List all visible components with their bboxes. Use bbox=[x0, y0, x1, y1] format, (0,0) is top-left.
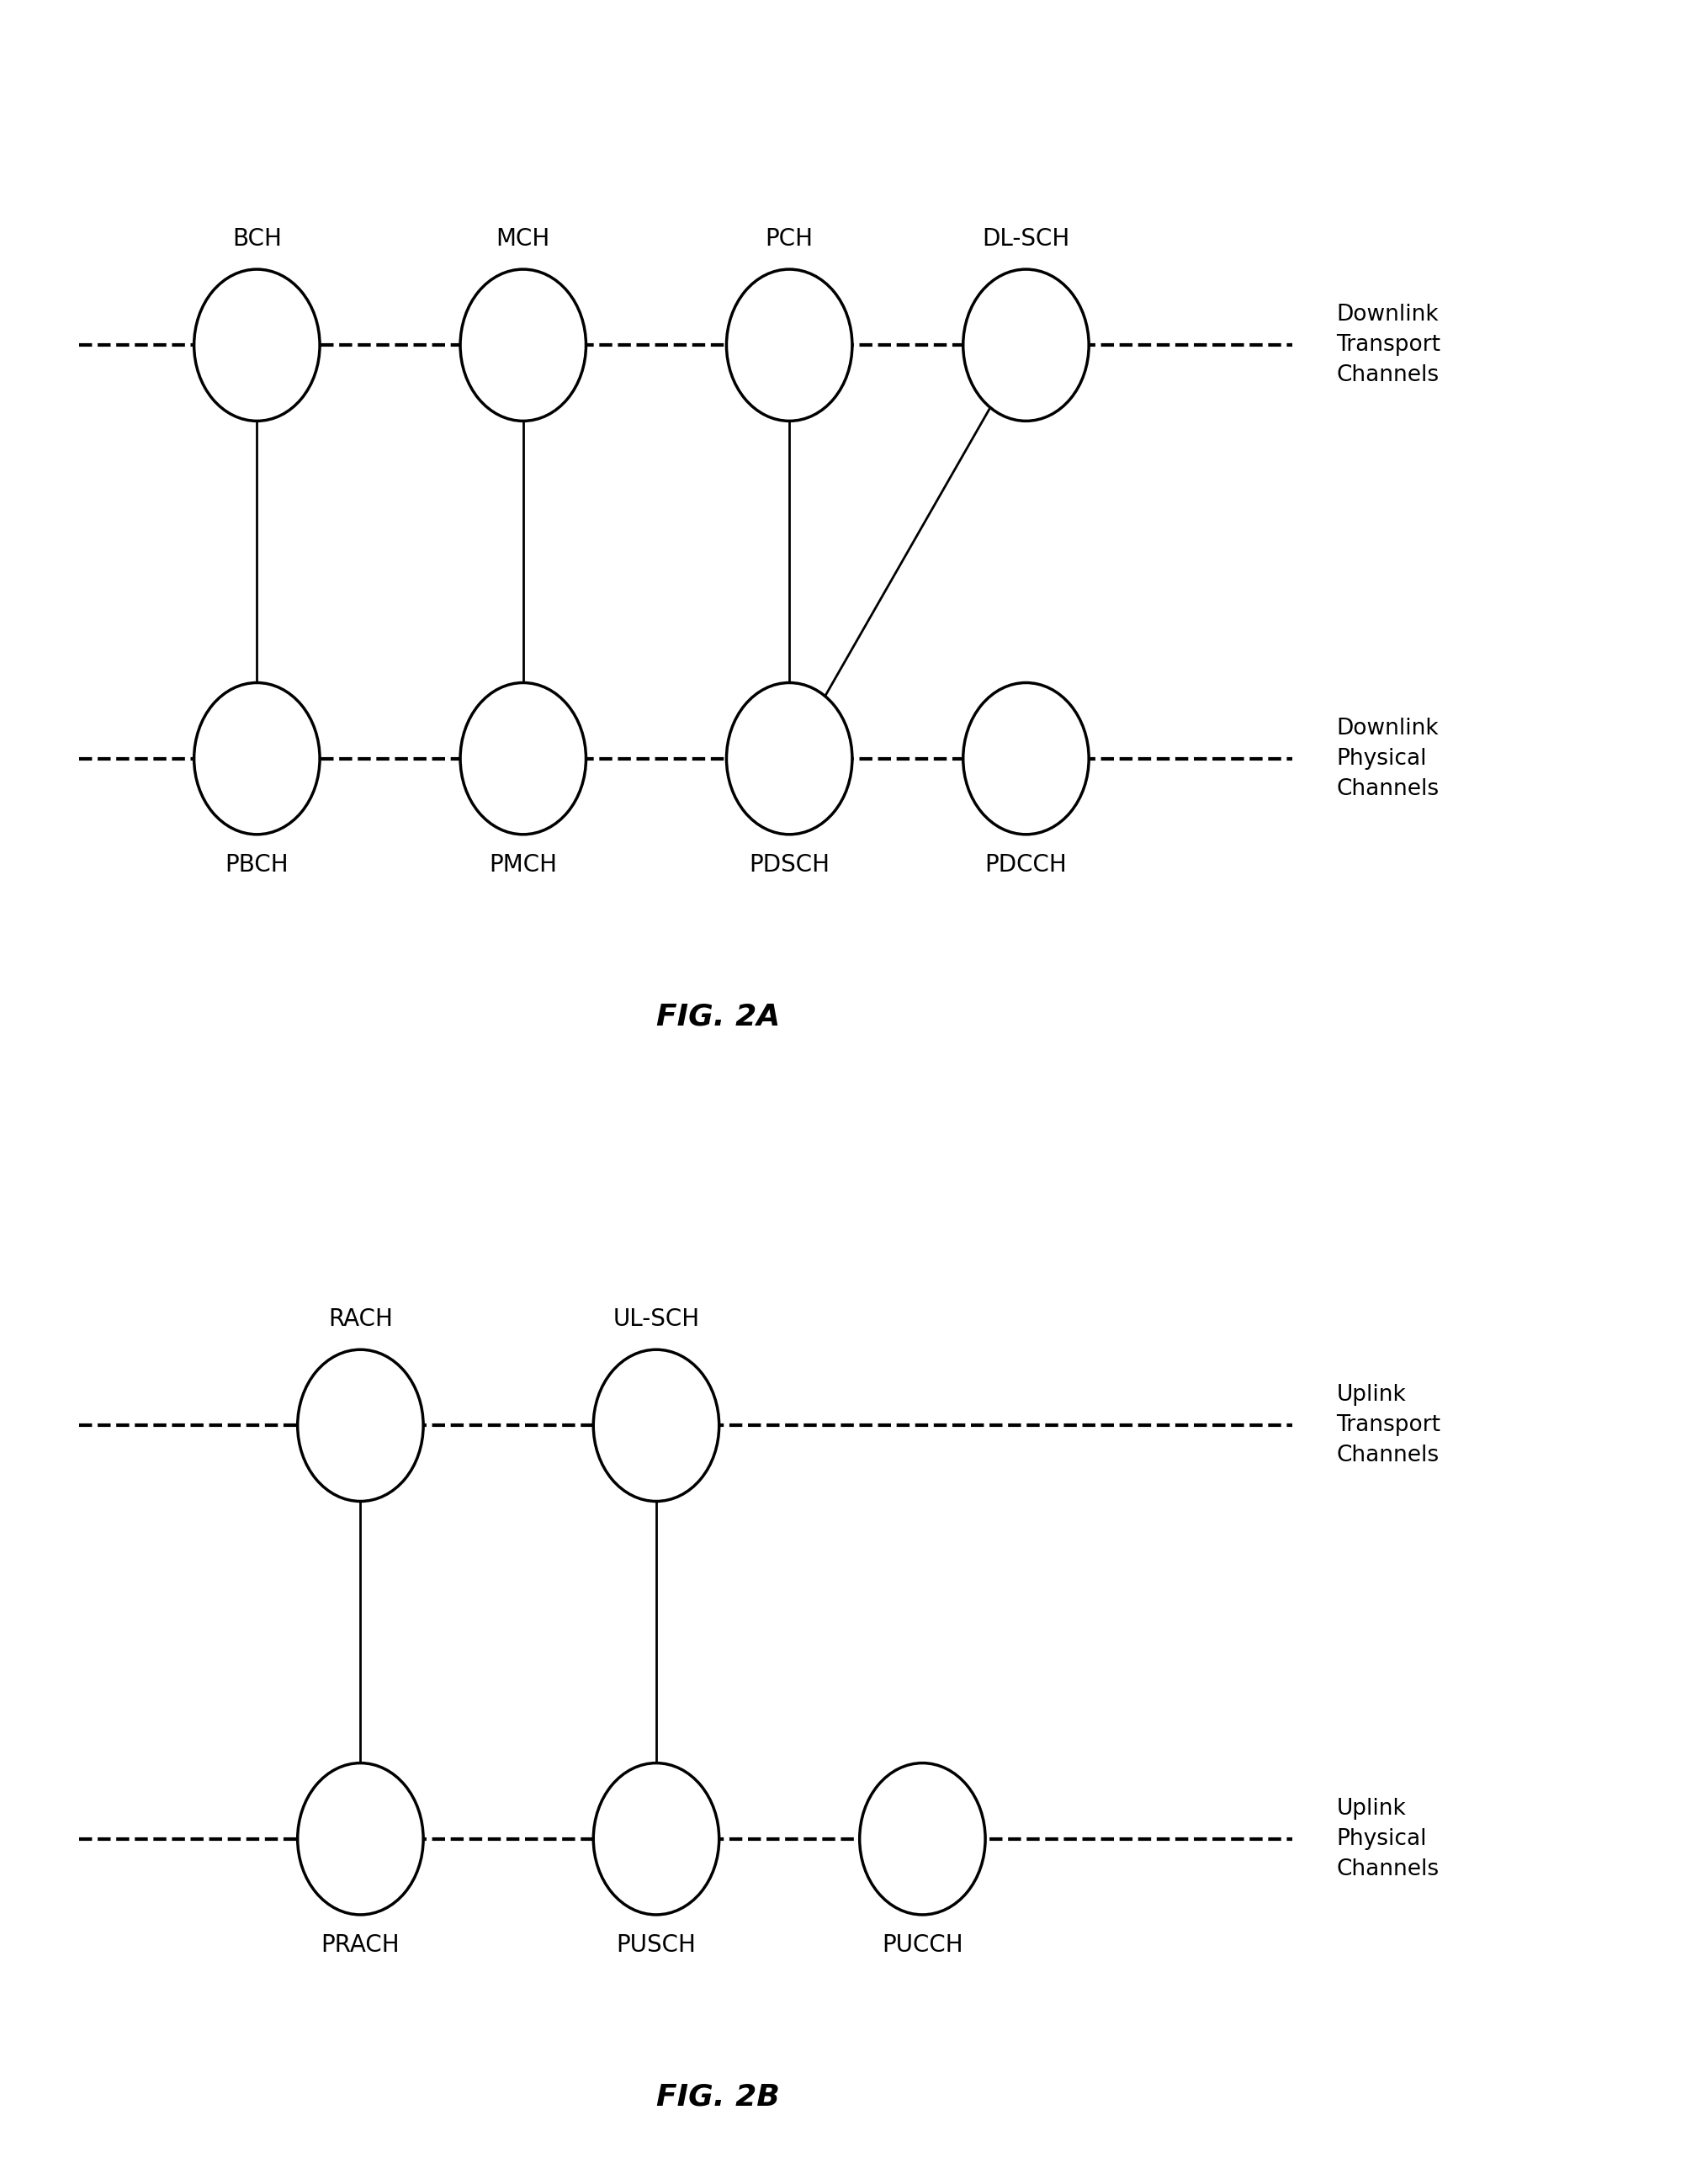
Text: DL-SCH: DL-SCH bbox=[983, 227, 1069, 251]
Text: PBCH: PBCH bbox=[226, 854, 288, 876]
Text: PUSCH: PUSCH bbox=[616, 1933, 696, 1957]
Text: UL-SCH: UL-SCH bbox=[613, 1308, 699, 1330]
Ellipse shape bbox=[726, 684, 852, 834]
Text: Downlink
Physical
Channels: Downlink Physical Channels bbox=[1337, 716, 1439, 799]
Ellipse shape bbox=[297, 1350, 423, 1500]
Text: PDCCH: PDCCH bbox=[984, 854, 1067, 876]
Text: PCH: PCH bbox=[765, 227, 813, 251]
Text: FIG. 2A: FIG. 2A bbox=[657, 1002, 781, 1031]
Text: PMCH: PMCH bbox=[489, 854, 557, 876]
Ellipse shape bbox=[193, 684, 319, 834]
Text: Uplink
Physical
Channels: Uplink Physical Channels bbox=[1337, 1797, 1439, 1880]
Text: MCH: MCH bbox=[496, 227, 550, 251]
Ellipse shape bbox=[460, 684, 585, 834]
Ellipse shape bbox=[964, 269, 1089, 422]
Text: PUCCH: PUCCH bbox=[882, 1933, 964, 1957]
Ellipse shape bbox=[860, 1762, 986, 1915]
Ellipse shape bbox=[594, 1350, 720, 1500]
Ellipse shape bbox=[193, 269, 319, 422]
Text: PRACH: PRACH bbox=[321, 1933, 400, 1957]
Ellipse shape bbox=[726, 269, 852, 422]
Text: RACH: RACH bbox=[328, 1308, 392, 1330]
Text: Downlink
Transport
Channels: Downlink Transport Channels bbox=[1337, 304, 1441, 387]
Ellipse shape bbox=[964, 684, 1089, 834]
Text: FIG. 2B: FIG. 2B bbox=[657, 2084, 781, 2112]
Ellipse shape bbox=[594, 1762, 720, 1915]
Ellipse shape bbox=[297, 1762, 423, 1915]
Text: Uplink
Transport
Channels: Uplink Transport Channels bbox=[1337, 1385, 1441, 1468]
Ellipse shape bbox=[460, 269, 585, 422]
Text: PDSCH: PDSCH bbox=[748, 854, 830, 876]
Text: BCH: BCH bbox=[232, 227, 282, 251]
